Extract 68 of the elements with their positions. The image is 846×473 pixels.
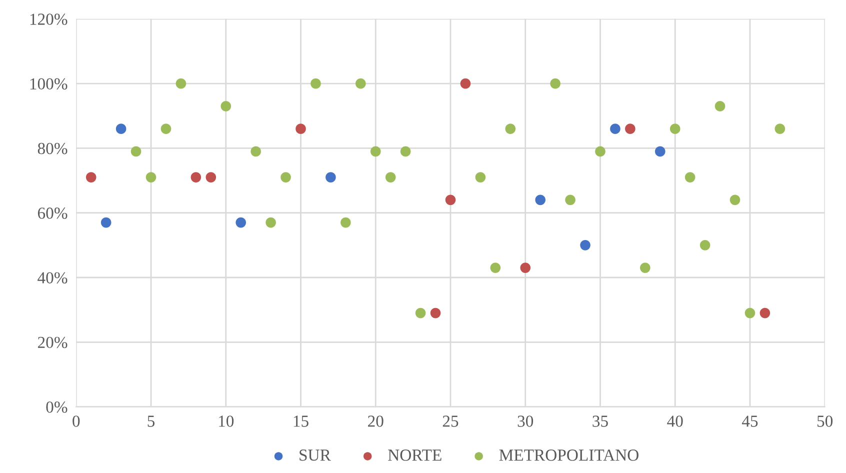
x-tick-label: 25 <box>442 416 458 427</box>
point <box>445 194 456 206</box>
point <box>640 262 650 273</box>
point <box>565 194 576 206</box>
point <box>490 262 501 273</box>
point <box>206 172 216 182</box>
point <box>535 194 546 206</box>
point <box>296 124 306 134</box>
point <box>774 124 786 134</box>
point <box>86 172 96 182</box>
point <box>356 78 366 89</box>
x-tick-label: 30 <box>518 416 534 427</box>
point <box>310 78 321 89</box>
point <box>176 78 186 89</box>
point <box>130 146 142 157</box>
point <box>460 78 471 89</box>
point <box>280 172 291 182</box>
point <box>236 217 246 228</box>
point <box>385 172 396 182</box>
point <box>190 172 202 182</box>
point <box>400 146 411 157</box>
point <box>595 146 606 157</box>
y-tick-label: 120% <box>30 14 68 25</box>
point <box>700 240 710 250</box>
point <box>415 308 426 318</box>
y-tick-label: 20% <box>38 336 68 348</box>
point <box>370 146 381 157</box>
point <box>505 124 516 134</box>
point <box>654 146 666 157</box>
point <box>550 78 560 89</box>
point <box>250 146 261 157</box>
y-tick-label: 0% <box>46 401 68 413</box>
point <box>610 124 620 134</box>
point <box>220 101 232 112</box>
point <box>266 217 276 228</box>
x-tick-label: 15 <box>294 416 308 427</box>
point <box>760 308 770 318</box>
legend-label: NORTE <box>388 450 442 461</box>
x-tick-label: 35 <box>592 416 608 427</box>
legend-label: SUR <box>300 450 331 461</box>
point <box>430 308 441 318</box>
point <box>475 172 486 182</box>
x-tick-label: 20 <box>368 416 384 427</box>
y-tick-label: 40% <box>38 272 68 284</box>
x-tick-label: 50 <box>817 416 833 427</box>
y-tick-label: 80% <box>38 142 68 154</box>
point <box>100 217 112 228</box>
point <box>684 172 696 182</box>
point <box>714 101 726 112</box>
point <box>326 172 336 182</box>
point <box>520 262 531 273</box>
y-tick-label: 60% <box>38 208 68 219</box>
point <box>744 308 756 318</box>
point <box>730 194 740 206</box>
point <box>580 240 590 250</box>
point <box>116 124 126 134</box>
x-tick-label: 10 <box>219 416 234 427</box>
x-tick-label: 5 <box>148 416 155 427</box>
x-tick-label: 45 <box>742 416 758 427</box>
x-tick-label: 40 <box>667 416 683 427</box>
point <box>670 124 680 134</box>
point <box>146 172 156 182</box>
y-tick-label: 100% <box>30 78 68 90</box>
point <box>625 124 636 134</box>
point <box>160 124 172 134</box>
x-tick-label: 0 <box>72 416 80 427</box>
point <box>340 217 351 228</box>
legend-label: METROPOLITANO <box>499 450 638 461</box>
